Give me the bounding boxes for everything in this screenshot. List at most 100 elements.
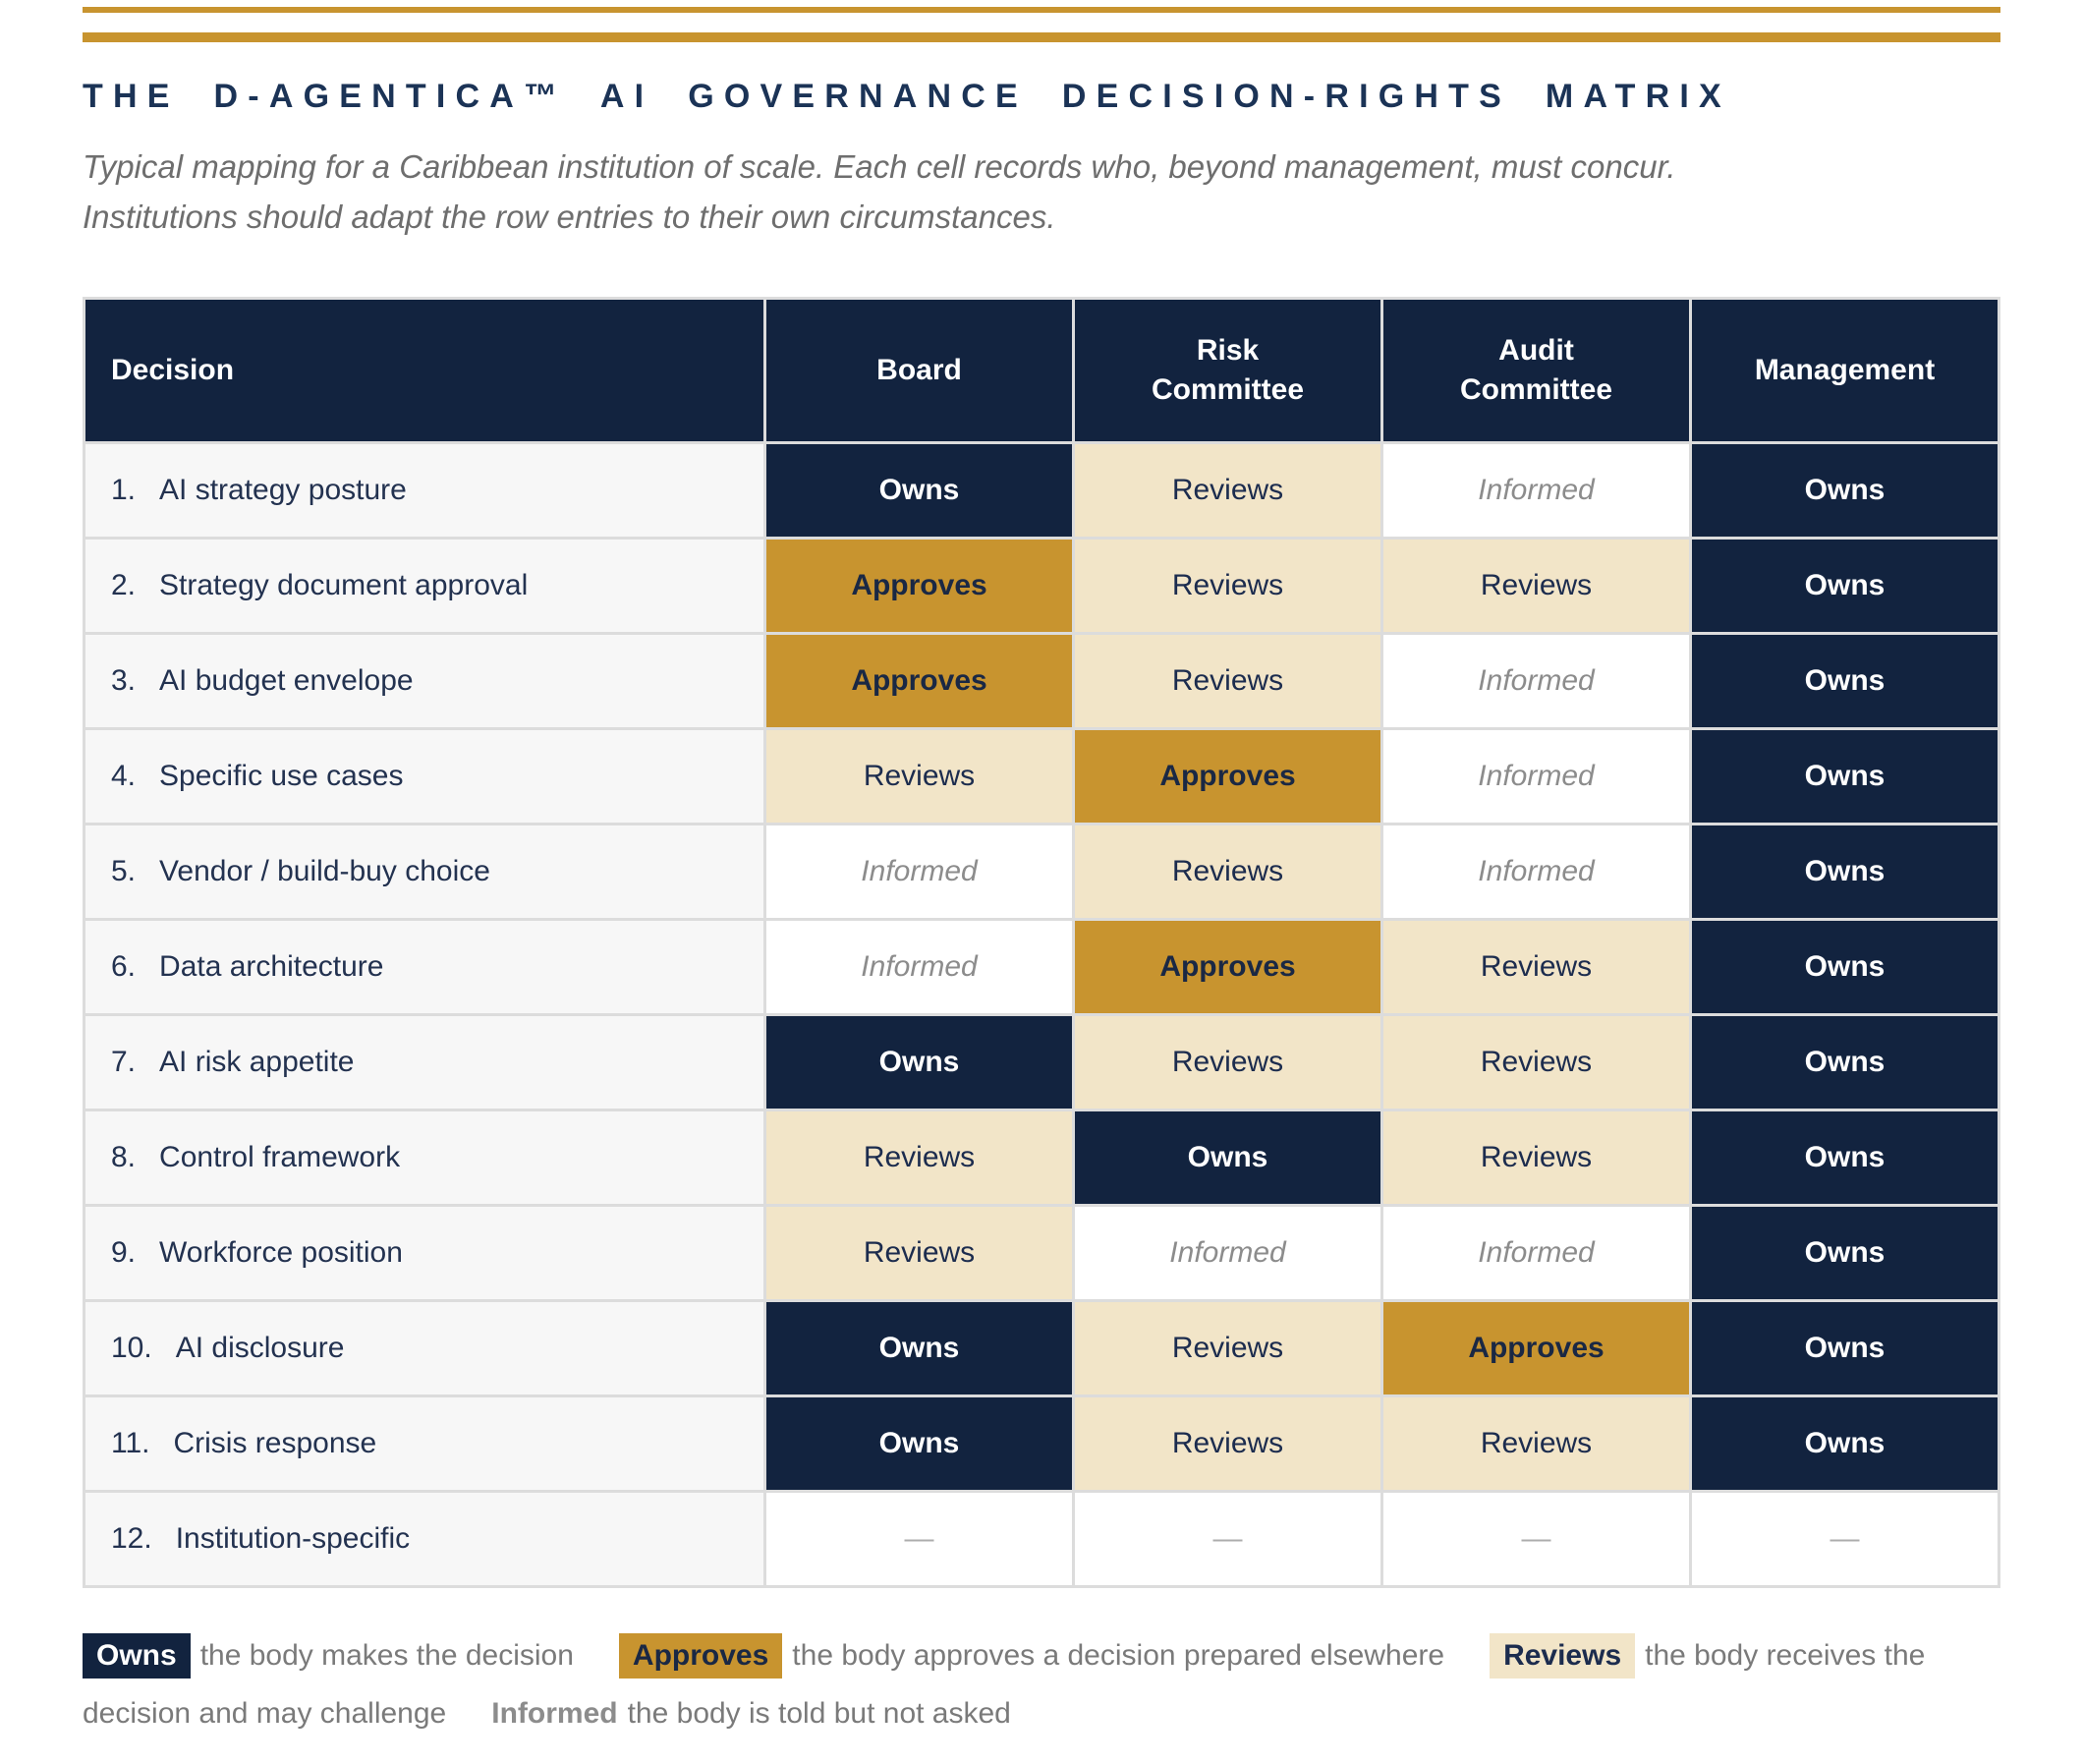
legend-desc-reviews: the body receives the decision and may c…	[83, 1639, 1926, 1730]
management-cell: Owns	[1692, 1111, 1998, 1205]
table-row: 11. Crisis response Owns Reviews Reviews …	[85, 1397, 1998, 1491]
management-cell: Owns	[1692, 635, 1998, 728]
table-row: 4. Specific use cases Reviews Approves In…	[85, 730, 1998, 824]
table-row: 8. Control framework Reviews Owns Reviews…	[85, 1111, 1998, 1205]
row-number: 8.	[111, 1141, 137, 1174]
decision-label: AI disclosure	[175, 1332, 345, 1365]
management-cell: Owns	[1692, 1016, 1998, 1110]
risk-committee-cell: Reviews	[1075, 825, 1380, 919]
row-number: 3.	[111, 664, 137, 698]
row-number: 7.	[111, 1046, 137, 1079]
legend-term-informed: Informed	[491, 1696, 618, 1730]
decision-cell: 1. AI strategy posture	[85, 444, 763, 538]
table-row: 10. AI disclosure Owns Reviews Approves O…	[85, 1302, 1998, 1395]
legend-chip-reviews: Reviews	[1490, 1633, 1636, 1679]
table-header-row: Decision Board Risk Committee Audit Comm…	[85, 300, 1998, 442]
risk-committee-cell: Reviews	[1075, 1397, 1380, 1491]
column-header-management: Management	[1692, 300, 1998, 442]
decision-cell: 9. Workforce position	[85, 1207, 763, 1300]
decision-cell: 3. AI budget envelope	[85, 635, 763, 728]
column-header-audit-committee: Audit Committee	[1383, 300, 1689, 442]
top-rule-thin	[83, 7, 2000, 13]
top-rule-thick	[83, 32, 2000, 42]
audit-committee-cell: Informed	[1383, 825, 1689, 919]
legend-desc-owns: the body makes the decision	[199, 1639, 574, 1673]
decision-label: Data architecture	[159, 950, 384, 984]
audit-committee-cell: Reviews	[1383, 540, 1689, 633]
column-header-decision: Decision	[85, 300, 763, 442]
board-cell: Reviews	[766, 730, 1072, 824]
decision-label: Institution-specific	[175, 1522, 411, 1556]
decision-cell: 10. AI disclosure	[85, 1302, 763, 1395]
page-subtitle: Typical mapping for a Caribbean institut…	[83, 148, 1676, 236]
risk-committee-cell: Approves	[1075, 921, 1380, 1014]
board-cell: —	[766, 1493, 1072, 1586]
audit-committee-cell: Informed	[1383, 635, 1689, 728]
row-number: 11.	[111, 1427, 150, 1460]
decision-label: Vendor / build-buy choice	[159, 855, 490, 888]
audit-committee-cell: Informed	[1383, 444, 1689, 538]
decision-cell: 7. AI risk appetite	[85, 1016, 763, 1110]
risk-committee-cell: —	[1075, 1493, 1380, 1586]
table-row: 2. Strategy document approval Approves Re…	[85, 540, 1998, 633]
decision-label: AI budget envelope	[159, 664, 414, 698]
row-number: 2.	[111, 569, 137, 602]
row-number: 12.	[111, 1522, 152, 1556]
audit-committee-cell: Reviews	[1383, 1016, 1689, 1110]
decision-cell: 6. Data architecture	[85, 921, 763, 1014]
decision-label: Control framework	[159, 1141, 401, 1174]
decision-cell: 4. Specific use cases	[85, 730, 763, 824]
row-number: 1.	[111, 474, 137, 507]
row-number: 9.	[111, 1236, 137, 1270]
decision-label: AI risk appetite	[159, 1046, 355, 1079]
risk-committee-cell: Reviews	[1075, 540, 1380, 633]
decision-cell: 5. Vendor / build-buy choice	[85, 825, 763, 919]
decision-label: Specific use cases	[159, 760, 404, 793]
risk-committee-cell: Informed	[1075, 1207, 1380, 1300]
row-number: 5.	[111, 855, 137, 888]
legend-desc-informed: the body is told but not asked	[627, 1696, 1011, 1730]
management-cell: Owns	[1692, 1207, 1998, 1300]
audit-committee-cell: Reviews	[1383, 921, 1689, 1014]
audit-committee-cell: Informed	[1383, 1207, 1689, 1300]
board-cell: Informed	[766, 825, 1072, 919]
management-cell: Owns	[1692, 1302, 1998, 1395]
management-cell: Owns	[1692, 921, 1998, 1014]
decision-rights-table: Decision Board Risk Committee Audit Comm…	[83, 297, 2000, 1589]
board-cell: Approves	[766, 635, 1072, 728]
legend-desc-approves: the body approves a decision prepared el…	[792, 1639, 1445, 1673]
decision-label: Workforce position	[159, 1236, 403, 1270]
audit-committee-cell: Reviews	[1383, 1397, 1689, 1491]
decision-cell: 8. Control framework	[85, 1111, 763, 1205]
audit-committee-cell: Reviews	[1383, 1111, 1689, 1205]
row-number: 4.	[111, 760, 137, 793]
table-row: 5. Vendor / build-buy choice Informed Rev…	[85, 825, 1998, 919]
table-row: 3. AI budget envelope Approves Reviews In…	[85, 635, 1998, 728]
board-cell: Reviews	[766, 1207, 1072, 1300]
board-cell: Owns	[766, 1016, 1072, 1110]
board-cell: Approves	[766, 540, 1072, 633]
risk-committee-cell: Approves	[1075, 730, 1380, 824]
legend: Owns the body makes the decision Approves t…	[83, 1627, 2000, 1742]
column-header-board: Board	[766, 300, 1072, 442]
audit-committee-cell: Informed	[1383, 730, 1689, 824]
column-header-risk-committee: Risk Committee	[1075, 300, 1380, 442]
risk-committee-cell: Reviews	[1075, 1302, 1380, 1395]
decision-cell: 2. Strategy document approval	[85, 540, 763, 633]
page-title: THE D-AGENTICA™ AI GOVERNANCE DECISION-R…	[83, 78, 1731, 115]
table-row: 6. Data architecture Informed Approves Re…	[85, 921, 1998, 1014]
legend-chip-owns: Owns	[83, 1633, 191, 1679]
row-number: 6.	[111, 950, 137, 984]
decision-cell: 12. Institution-specific	[85, 1493, 763, 1586]
risk-committee-cell: Reviews	[1075, 635, 1380, 728]
table-row: 1. AI strategy posture Owns Reviews Infor…	[85, 444, 1998, 538]
management-cell: Owns	[1692, 1397, 1998, 1491]
risk-committee-cell: Reviews	[1075, 444, 1380, 538]
management-cell: Owns	[1692, 444, 1998, 538]
table-row: 12. Institution-specific — — — —	[85, 1493, 1998, 1586]
management-cell: Owns	[1692, 540, 1998, 633]
legend-chip-approves: Approves	[618, 1633, 783, 1679]
table-row: 9. Workforce position Reviews Informed In…	[85, 1207, 1998, 1300]
audit-committee-cell: Approves	[1383, 1302, 1689, 1395]
row-number: 10.	[111, 1332, 152, 1365]
